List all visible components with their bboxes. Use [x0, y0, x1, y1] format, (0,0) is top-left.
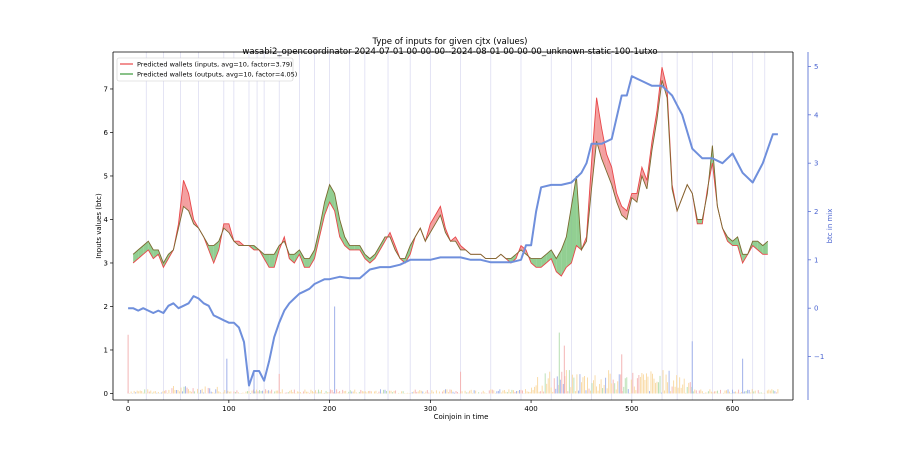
x-tick-label: 400	[524, 405, 537, 413]
chart-title: Type of inputs for given cjtx (values)	[372, 37, 528, 47]
difference-fill	[641, 167, 647, 190]
difference-fill	[697, 219, 703, 224]
difference-fill	[364, 254, 370, 263]
difference-fill	[339, 219, 345, 246]
difference-fill	[531, 258, 537, 268]
small-value-bars	[127, 306, 779, 394]
difference-fill	[354, 245, 360, 250]
y-right-tick-label: 5	[814, 63, 818, 71]
legend-box	[116, 57, 294, 82]
difference-fill	[561, 236, 567, 277]
x-axis-label: Coinjoin in time	[434, 413, 489, 421]
difference-fill	[289, 254, 295, 263]
difference-fill	[566, 206, 572, 268]
difference-fill	[510, 254, 516, 263]
legend-label-outputs: Predicted wallets (outputs, avg=10, fact…	[137, 71, 297, 79]
x-tick-label: 0	[126, 405, 130, 413]
y-tick-label: 3	[104, 259, 108, 267]
difference-fill	[344, 236, 350, 250]
difference-fill	[727, 236, 733, 246]
difference-fill	[138, 245, 144, 259]
difference-fill	[732, 236, 738, 246]
difference-fill	[309, 249, 315, 268]
y-right-tick-label: 1	[814, 256, 818, 264]
tick-labels: 0 100 200 300 400 500 600 0 1 2 3 4 5 6 7 −1 0 1 2 3 4 5	[104, 63, 825, 413]
y-tick-label: 5	[104, 172, 108, 180]
difference-fill	[631, 193, 637, 203]
difference-fill	[213, 241, 219, 263]
y-tick-label: 4	[104, 216, 109, 224]
y-right-tick-label: 0	[814, 305, 818, 313]
difference-fill	[269, 254, 275, 268]
y-right-tick-label: 2	[814, 208, 818, 216]
difference-fill	[379, 236, 385, 250]
chart-subtitle: wasabi2_opencoordinator 2024-07-01 00-00…	[242, 47, 657, 57]
difference-fill	[314, 228, 320, 259]
x-tick-label: 600	[726, 405, 739, 413]
difference-fill	[616, 193, 622, 216]
difference-fill	[435, 206, 441, 224]
axes	[110, 51, 811, 403]
difference-fill	[153, 249, 159, 259]
difference-fill	[606, 154, 612, 185]
difference-fill	[163, 254, 169, 268]
difference-fill	[223, 223, 229, 233]
difference-fill	[148, 241, 154, 259]
difference-fill	[264, 254, 270, 268]
y-right-tick-label: −1	[814, 353, 824, 361]
difference-fill	[294, 249, 300, 263]
y-right-tick-label: 4	[814, 111, 819, 119]
difference-fill	[369, 254, 375, 263]
x-tick-label: 500	[625, 405, 638, 413]
y-tick-label: 7	[104, 85, 108, 93]
difference-fill	[571, 175, 577, 263]
difference-fill	[349, 245, 355, 250]
y-tick-label: 2	[104, 303, 108, 311]
difference-fill	[737, 236, 743, 263]
legend-label-inputs: Predicted wallets (inputs, avg=10, facto…	[137, 61, 293, 69]
y-tick-label: 0	[104, 390, 108, 398]
x-tick-label: 300	[424, 405, 437, 413]
y-right-axis-label: btc in mix	[826, 209, 834, 244]
series-line-btc-in-mix	[128, 75, 778, 387]
difference-fill	[551, 249, 557, 272]
difference-fill	[374, 245, 380, 259]
series-lines	[128, 67, 778, 387]
vertical-marker-lines	[145, 52, 766, 400]
difference-fill	[430, 215, 436, 233]
difference-fill	[359, 245, 365, 259]
y-tick-label: 6	[104, 129, 109, 137]
y-tick-label: 1	[104, 346, 108, 354]
y-right-tick-label: 3	[814, 160, 818, 168]
difference-fill	[324, 184, 330, 216]
x-tick-label: 100	[222, 405, 235, 413]
difference-fill	[304, 258, 310, 268]
series-line-outputs	[132, 80, 769, 265]
difference-fill	[183, 180, 189, 211]
difference-fill	[536, 258, 542, 268]
y-axis-label: Inputs values (btc)	[95, 193, 103, 259]
x-tick-label: 200	[323, 405, 336, 413]
difference-fill	[752, 241, 758, 250]
difference-fill	[334, 193, 340, 237]
difference-fill	[455, 236, 461, 250]
legend: Predicted wallets (inputs, avg=10, facto…	[116, 57, 297, 82]
